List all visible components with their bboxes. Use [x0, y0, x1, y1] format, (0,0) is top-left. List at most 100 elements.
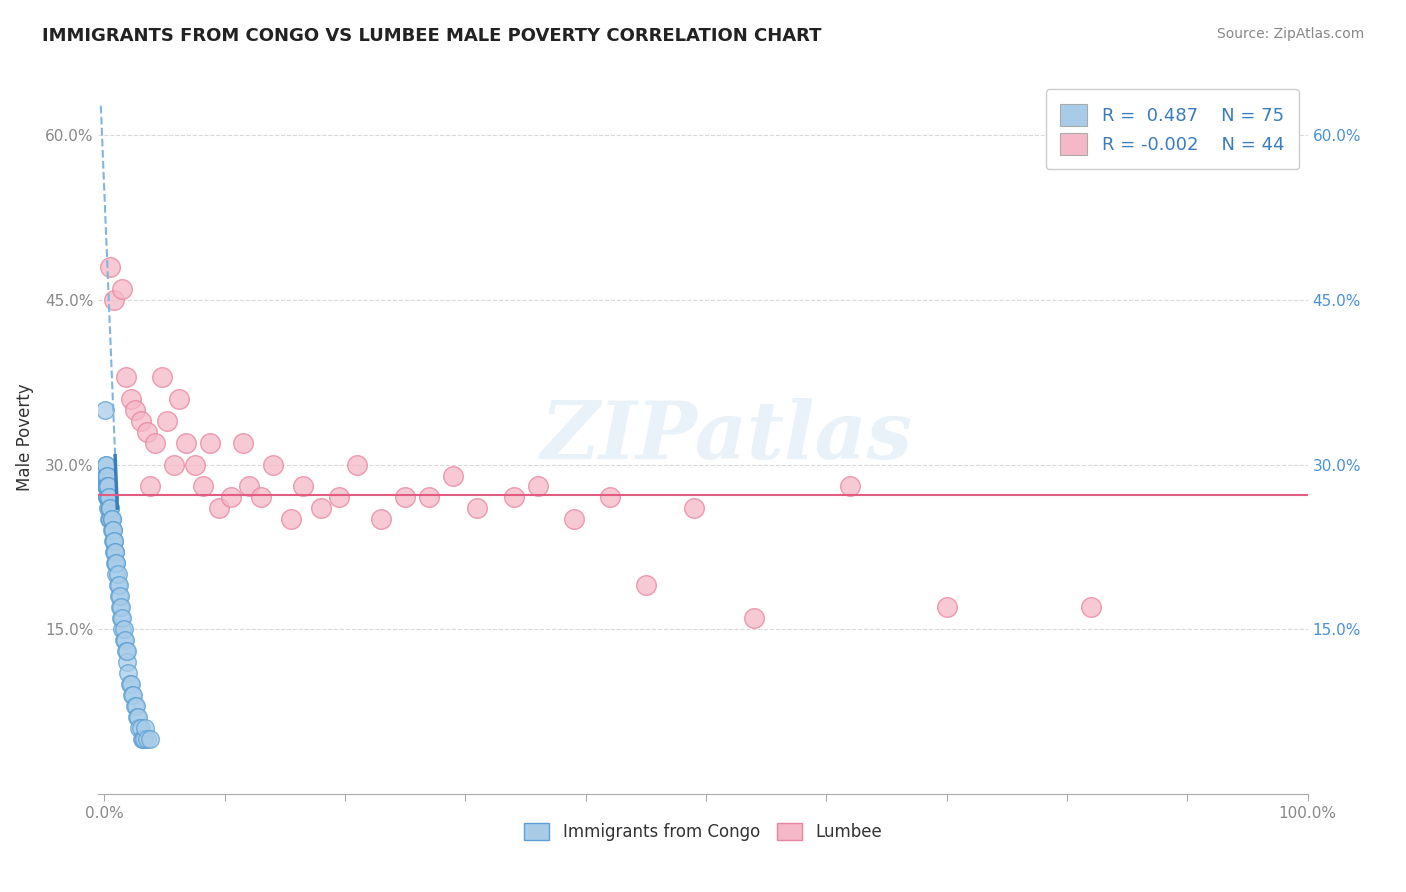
Point: [100, 501, 122, 516]
Point: [98, 491, 121, 505]
Point: [115, 644, 138, 658]
Point: [124, 699, 146, 714]
Point: [103, 545, 125, 559]
Point: [105, 557, 128, 571]
Point: [110, 611, 132, 625]
Point: [135, 731, 157, 746]
Point: [183, 458, 205, 472]
Point: [127, 710, 149, 724]
Point: [291, 479, 314, 493]
Point: [309, 501, 332, 516]
Point: [103, 293, 125, 307]
Point: [103, 534, 125, 549]
Point: [94, 479, 117, 493]
Point: [935, 600, 957, 615]
Point: [143, 435, 166, 450]
Point: [108, 589, 131, 603]
Point: [96, 479, 118, 493]
Point: [742, 611, 765, 625]
Point: [120, 677, 142, 691]
Point: [110, 600, 132, 615]
Point: [96, 491, 118, 505]
Point: [129, 414, 152, 428]
Point: [238, 479, 260, 493]
Point: [108, 600, 131, 615]
Point: [117, 644, 139, 658]
Point: [97, 479, 120, 493]
Point: [111, 282, 134, 296]
Point: [262, 458, 284, 472]
Point: [94, 468, 117, 483]
Point: [98, 491, 121, 505]
Point: [599, 491, 621, 505]
Point: [634, 578, 657, 592]
Point: [328, 491, 350, 505]
Point: [111, 611, 134, 625]
Point: [101, 524, 124, 538]
Point: [98, 512, 121, 526]
Point: [94, 479, 117, 493]
Legend: Immigrants from Congo, Lumbee: Immigrants from Congo, Lumbee: [516, 815, 890, 850]
Point: [108, 578, 131, 592]
Point: [100, 512, 122, 526]
Point: [562, 512, 585, 526]
Point: [97, 501, 120, 516]
Text: Source: ZipAtlas.com: Source: ZipAtlas.com: [1216, 27, 1364, 41]
Point: [167, 392, 190, 406]
Point: [108, 589, 131, 603]
Point: [174, 435, 197, 450]
Point: [101, 524, 124, 538]
Point: [111, 622, 134, 636]
Point: [219, 491, 242, 505]
Text: ZIPatlas: ZIPatlas: [541, 399, 914, 475]
Point: [134, 721, 156, 735]
Point: [104, 545, 127, 559]
Point: [280, 512, 302, 526]
Point: [97, 491, 120, 505]
Point: [105, 567, 128, 582]
Point: [150, 369, 173, 384]
Point: [526, 479, 548, 493]
Point: [250, 491, 273, 505]
Point: [100, 512, 122, 526]
Point: [208, 501, 231, 516]
Point: [94, 458, 117, 472]
Point: [125, 699, 148, 714]
Point: [112, 622, 135, 636]
Point: [394, 491, 416, 505]
Point: [112, 633, 135, 648]
Point: [370, 512, 392, 526]
Point: [105, 557, 128, 571]
Point: [467, 501, 489, 516]
Y-axis label: Male Poverty: Male Poverty: [15, 384, 34, 491]
Point: [121, 688, 143, 702]
Point: [118, 677, 141, 691]
Point: [107, 567, 129, 582]
Point: [107, 578, 129, 592]
Text: IMMIGRANTS FROM CONGO VS LUMBEE MALE POVERTY CORRELATION CHART: IMMIGRANTS FROM CONGO VS LUMBEE MALE POV…: [42, 27, 821, 45]
Point: [104, 545, 127, 559]
Point: [96, 468, 118, 483]
Point: [94, 468, 117, 483]
Point: [117, 666, 139, 681]
Point: [346, 458, 368, 472]
Point: [117, 655, 139, 669]
Point: [125, 710, 148, 724]
Point: [94, 458, 117, 472]
Point: [100, 260, 122, 274]
Point: [94, 402, 117, 417]
Point: [120, 392, 142, 406]
Point: [418, 491, 440, 505]
Point: [100, 512, 122, 526]
Point: [128, 721, 150, 735]
Point: [200, 435, 222, 450]
Point: [129, 721, 152, 735]
Point: [124, 402, 146, 417]
Point: [839, 479, 862, 493]
Point: [139, 731, 162, 746]
Point: [96, 491, 118, 505]
Point: [683, 501, 706, 516]
Point: [100, 524, 122, 538]
Point: [122, 688, 145, 702]
Point: [441, 468, 464, 483]
